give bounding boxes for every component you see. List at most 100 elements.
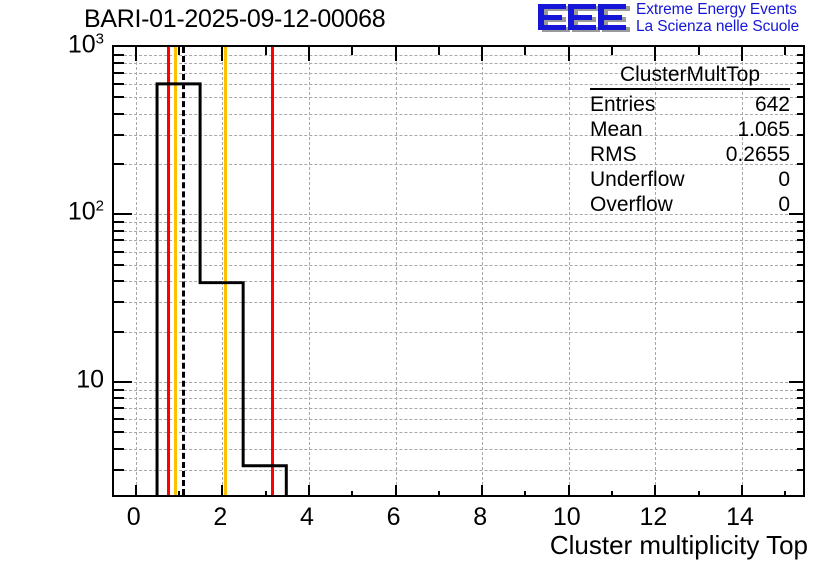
grid-line-y [114,251,803,253]
y-tick [114,388,124,391]
grid-line-y [114,331,803,333]
grid-line-y [114,84,803,86]
y-tick [114,397,124,400]
stats-label: Entries [590,93,656,116]
stats-label: Mean [590,118,643,141]
y-tick [114,221,124,224]
y-tick [114,213,132,216]
x-tick [524,491,527,495]
grid-line-y [114,281,803,283]
x-tick [307,47,310,61]
y-tick [797,301,803,304]
x-tick [524,47,527,55]
stats-box: ClusterMultTop Entries 642 Mean 1.065 RMS 0.2… [590,62,790,217]
plot-area [114,47,803,495]
y-tick [797,447,803,450]
stats-row: Mean 1.065 [590,117,790,142]
stats-row: Overflow 0 [590,192,790,217]
grid-line-y [114,72,803,74]
marker-line-orange-high [224,47,228,495]
x-tick [654,47,657,61]
grid-line-x [482,47,484,495]
grid-line-y [114,407,803,409]
y-tick [789,213,803,216]
x-tick [351,491,354,495]
y-tick [114,301,124,304]
y-tick [797,263,803,266]
eee-logo-text: Extreme Energy Events La Scienza nelle S… [636,1,799,35]
y-tick [114,330,124,333]
stats-value: 642 [754,93,790,116]
y-tick [789,380,803,383]
grid-line-y [114,134,803,136]
y-tick [797,418,803,421]
stats-label: Underflow [590,168,685,191]
grid-line-x [222,47,224,495]
eee-logo: Extreme Energy Events La Scienza nelle S… [536,1,834,37]
y-tick [797,406,803,409]
y-tick [114,239,124,242]
y-tick [114,431,124,434]
y-tick [797,221,803,224]
y-tick [114,406,124,409]
grid-line-y [114,389,803,391]
y-tick [797,388,803,391]
y-tick [114,263,124,266]
y-tick [797,397,803,400]
x-tick [134,47,137,61]
x-tick [611,491,614,495]
y-tick [114,250,124,253]
x-tick-label: 10 [552,503,581,531]
grid-line-y [114,264,803,266]
stats-value: 0.2655 [725,143,790,166]
x-tick [741,47,744,61]
stats-value: 0 [778,193,790,216]
y-tick [797,62,803,65]
y-tick [114,62,124,65]
y-tick [797,53,803,56]
stats-row: RMS 0.2655 [590,142,790,167]
y-tick [114,280,124,283]
x-tick [264,491,267,495]
grid-line-y [114,230,803,232]
y-tick [114,83,124,86]
y-tick-label: 102 [67,197,104,227]
grid-line-y [114,97,803,99]
x-tick [264,47,267,55]
y-tick [114,96,124,99]
grid-line-y [114,419,803,421]
y-tick-label: 10 [76,365,104,394]
x-tick [221,485,224,495]
stats-title: ClusterMultTop [590,62,790,90]
x-tick [394,47,397,61]
grid-line-y [114,432,803,434]
y-tick [114,380,132,383]
x-tick [437,47,440,55]
eee-logo-mark [538,4,630,32]
stats-value: 0 [778,168,790,191]
x-tick-label: 4 [299,503,314,531]
grid-line-y [114,214,803,216]
grid-line-y [114,302,803,304]
x-tick [654,485,657,495]
y-tick [797,468,803,471]
stats-value: 1.065 [737,118,790,141]
grid-line-x [655,47,657,495]
grid-line-x [742,47,744,495]
x-tick-label: 8 [473,503,488,531]
grid-line-y [114,222,803,224]
stats-label: RMS [590,143,637,166]
grid-line-x [395,47,397,495]
grid-line-y [114,54,803,56]
page-title: BARI-01-2025-09-12-00068 [84,5,386,33]
x-tick [784,491,787,495]
stats-row: Underflow 0 [590,167,790,192]
y-tick [114,71,124,74]
y-tick [797,229,803,232]
stats-row: Entries 642 [590,92,790,117]
y-tick [114,53,124,56]
grid-line-x [568,47,570,495]
eee-logo-line2: La Scienza nelle Scuole [636,18,800,35]
grid-line-y [114,381,803,383]
